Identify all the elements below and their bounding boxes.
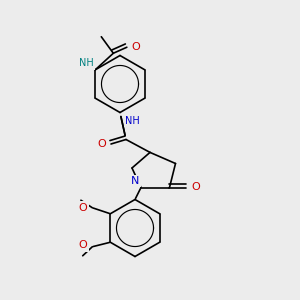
Text: O: O	[98, 139, 106, 149]
Text: N: N	[131, 176, 140, 186]
Text: O: O	[79, 203, 88, 213]
Text: O: O	[79, 240, 88, 250]
Text: NH: NH	[125, 116, 140, 125]
Text: O: O	[132, 42, 140, 52]
Text: O: O	[191, 182, 200, 193]
Text: NH: NH	[79, 58, 94, 68]
